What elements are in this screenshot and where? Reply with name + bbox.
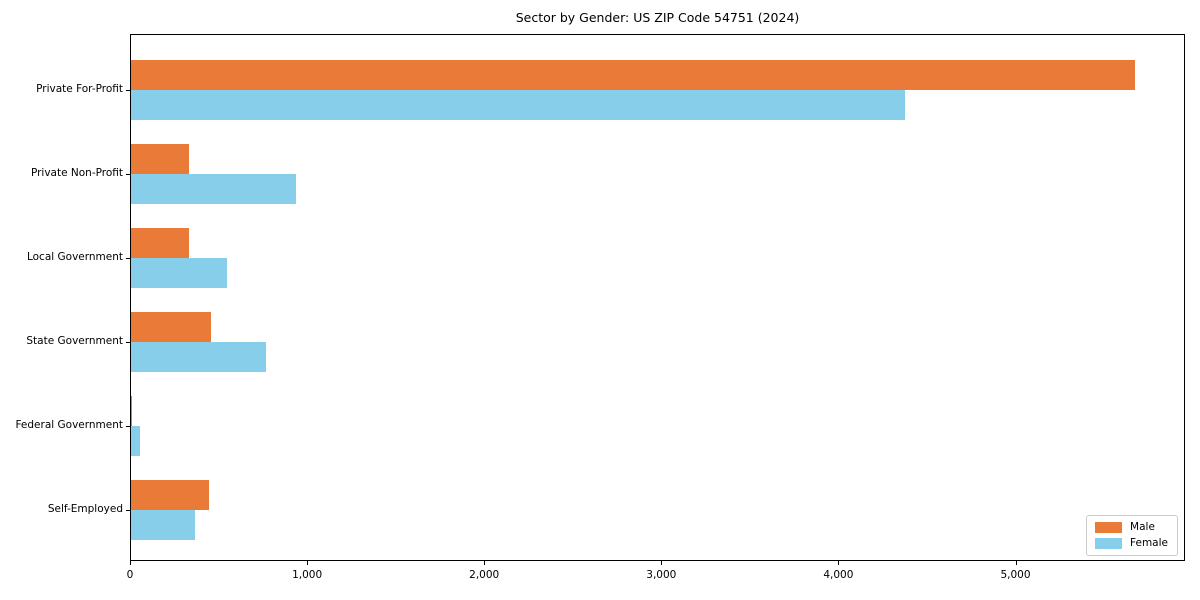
x-tick-mark bbox=[661, 561, 663, 565]
x-tick-mark bbox=[1015, 561, 1017, 565]
category-label-4: Federal Government bbox=[15, 418, 123, 431]
bar-female-5 bbox=[131, 509, 195, 540]
x-tick-mark bbox=[307, 561, 309, 565]
x-tick-label: 0 bbox=[126, 569, 134, 581]
y-tick-mark bbox=[126, 89, 130, 91]
category-label-1: Private Non-Profit bbox=[30, 166, 123, 179]
legend-item-female: Female bbox=[1095, 538, 1168, 549]
bar-male-2 bbox=[131, 227, 190, 258]
legend: Male Female bbox=[1086, 515, 1178, 556]
category-label-5: Self-Employed bbox=[47, 502, 123, 515]
x-tick-label: 3,000 bbox=[646, 569, 677, 581]
x-tick-label: 1,000 bbox=[292, 569, 323, 581]
bar-female-3 bbox=[131, 341, 266, 372]
x-tick-label: 2,000 bbox=[469, 569, 500, 581]
y-tick-mark bbox=[126, 425, 130, 427]
category-label-0: Private For-Profit bbox=[36, 82, 123, 95]
bar-male-4 bbox=[131, 395, 133, 426]
legend-label-female: Female bbox=[1130, 537, 1168, 550]
legend-label-male: Male bbox=[1130, 521, 1155, 534]
x-tick-mark bbox=[130, 561, 131, 565]
y-tick-mark bbox=[126, 509, 130, 511]
chart-title: Sector by Gender: US ZIP Code 54751 (202… bbox=[515, 10, 800, 25]
legend-item-male: Male bbox=[1095, 522, 1168, 533]
bar-male-3 bbox=[131, 311, 211, 342]
x-tick-label: 5,000 bbox=[1000, 569, 1031, 581]
y-tick-mark bbox=[126, 257, 130, 259]
x-tick-label: 4,000 bbox=[823, 569, 854, 581]
female-series-swatch-icon bbox=[1095, 538, 1123, 549]
bar-female-0 bbox=[131, 89, 905, 120]
y-tick-mark bbox=[126, 341, 130, 343]
category-label-2: Local Government bbox=[26, 250, 123, 263]
x-tick-mark bbox=[484, 561, 486, 565]
bar-female-2 bbox=[131, 257, 227, 288]
bar-male-5 bbox=[131, 479, 209, 510]
bar-male-0 bbox=[131, 59, 1136, 90]
bar-female-1 bbox=[131, 173, 296, 204]
category-label-3: State Government bbox=[26, 334, 123, 347]
male-series-swatch-icon bbox=[1095, 522, 1123, 533]
y-tick-mark bbox=[126, 173, 130, 175]
plot-area: Male Female bbox=[126, 34, 1185, 561]
bar-male-1 bbox=[131, 143, 190, 174]
bar-female-4 bbox=[131, 425, 140, 456]
x-tick-mark bbox=[838, 561, 840, 565]
